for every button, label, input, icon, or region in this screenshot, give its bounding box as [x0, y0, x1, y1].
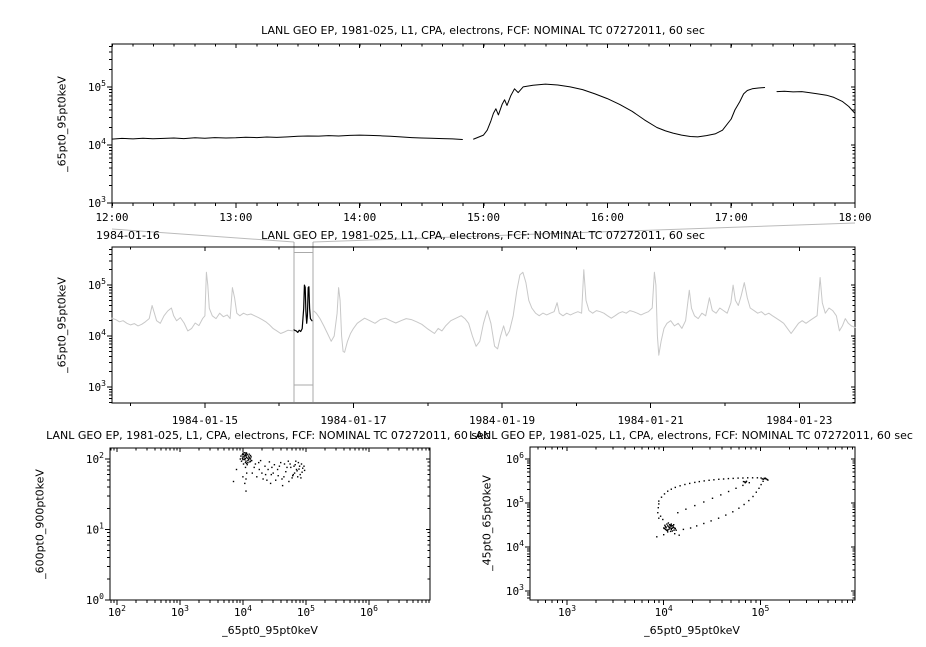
- panel1-start-date-label: 1984-01-16: [96, 229, 160, 242]
- svg-text:1984-01-23: 1984-01-23: [766, 414, 832, 427]
- svg-text:103: 103: [88, 379, 106, 394]
- svg-text:100: 100: [86, 592, 104, 607]
- svg-text:105: 105: [297, 604, 315, 619]
- svg-text:13:00: 13:00: [219, 211, 252, 224]
- svg-text:105: 105: [506, 495, 524, 510]
- svg-text:104: 104: [88, 328, 106, 343]
- svg-text:103: 103: [558, 604, 576, 619]
- svg-text:104: 104: [234, 604, 252, 619]
- svg-text:14:00: 14:00: [343, 211, 376, 224]
- panel1-title: LANL GEO EP, 1981-025, L1, CPA, electron…: [261, 24, 705, 37]
- panel2-title: LANL GEO EP, 1981-025, L1, CPA, electron…: [261, 229, 705, 242]
- panel4-x-axis-label: _65pt0_95pt0keV: [644, 624, 740, 637]
- svg-text:1984-01-19: 1984-01-19: [469, 414, 535, 427]
- svg-text:104: 104: [88, 137, 106, 152]
- svg-text:103: 103: [506, 583, 524, 598]
- svg-text:102: 102: [86, 451, 104, 466]
- svg-text:104: 104: [506, 539, 524, 554]
- svg-text:1984-01-21: 1984-01-21: [618, 414, 684, 427]
- svg-text:1984-01-15: 1984-01-15: [172, 414, 238, 427]
- panel4-title: LANL GEO EP, 1981-025, L1, CPA, electron…: [469, 429, 913, 442]
- panel3-y-axis-label: _600pt0_900pt0keV: [33, 469, 47, 579]
- panel3-x-axis-label: _65pt0_95pt0keV: [222, 624, 318, 637]
- svg-text:1984-01-17: 1984-01-17: [320, 414, 386, 427]
- svg-text:106: 106: [360, 604, 378, 619]
- svg-text:15:00: 15:00: [467, 211, 500, 224]
- svg-text:105: 105: [751, 604, 769, 619]
- panel2-y-axis-label: _65pt0_95pt0keV: [55, 277, 69, 373]
- panel3-title: LANL GEO EP, 1981-025, L1, CPA, electron…: [46, 429, 490, 442]
- panel1-y-axis-label: _65pt0_95pt0keV: [55, 76, 69, 172]
- svg-text:102: 102: [108, 604, 126, 619]
- svg-text:16:00: 16:00: [591, 211, 624, 224]
- svg-text:12:00: 12:00: [95, 211, 128, 224]
- svg-text:17:00: 17:00: [715, 211, 748, 224]
- svg-text:104: 104: [655, 604, 673, 619]
- svg-text:105: 105: [88, 277, 106, 292]
- panel4-y-axis-label: _45pt0_65pt0keV: [480, 475, 494, 571]
- svg-text:103: 103: [171, 604, 189, 619]
- svg-text:18:00: 18:00: [838, 211, 871, 224]
- svg-text:103: 103: [88, 195, 106, 210]
- svg-text:105: 105: [88, 79, 106, 94]
- svg-text:101: 101: [86, 521, 104, 536]
- svg-text:106: 106: [506, 451, 524, 466]
